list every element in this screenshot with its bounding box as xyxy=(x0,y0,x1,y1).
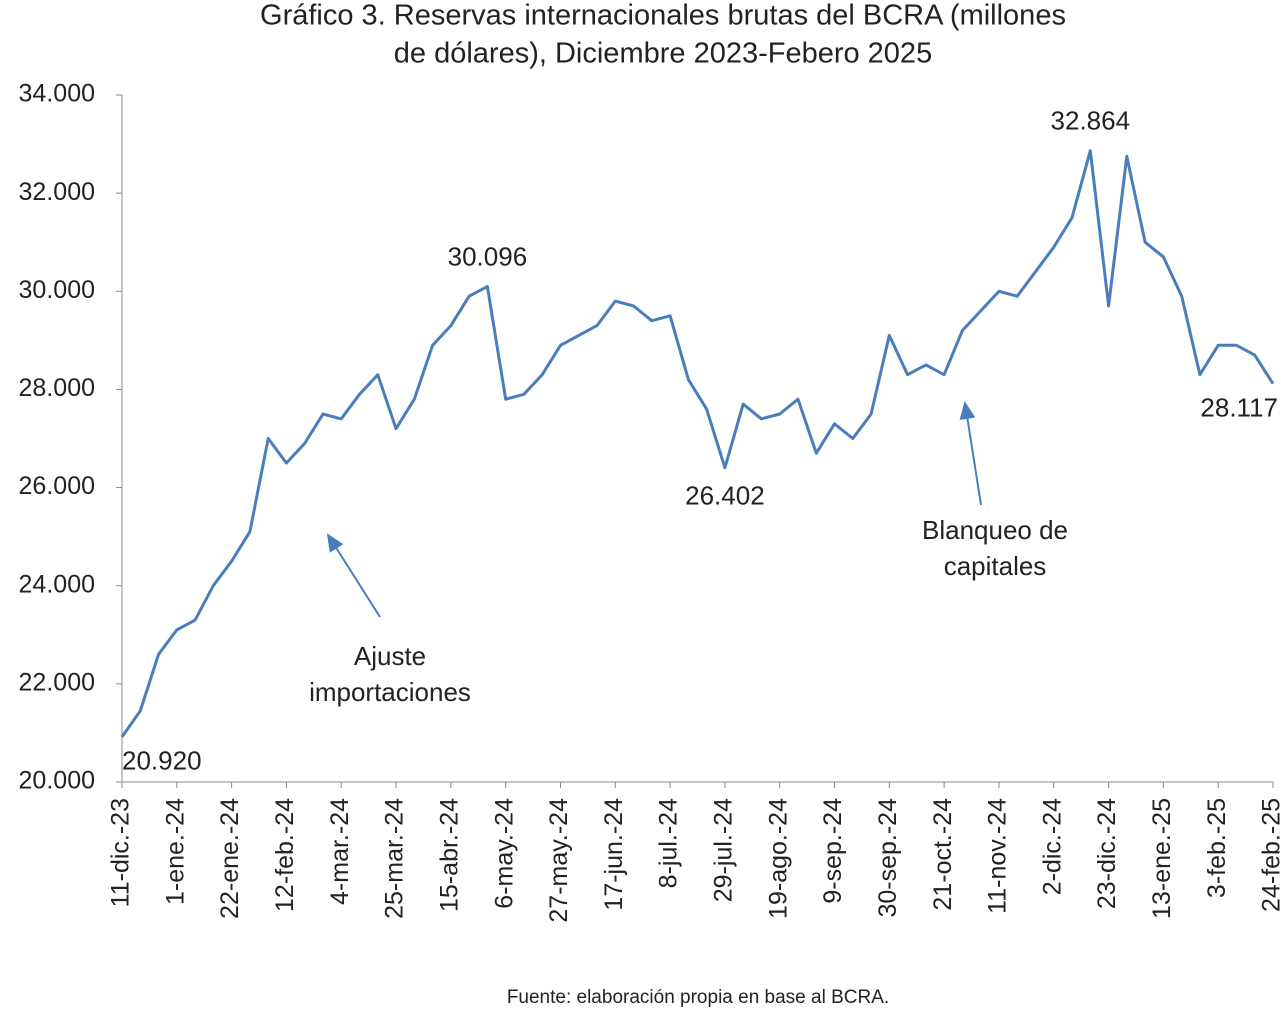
x-tick-label: 30-sep.-24 xyxy=(874,798,902,918)
x-tick-label: 13-ene.-25 xyxy=(1148,798,1176,919)
x-tick-label: 11-dic.-23 xyxy=(107,798,135,907)
source: Fuente: elaboración propia en base al BC… xyxy=(507,987,889,1008)
line xyxy=(120,149,1275,738)
chart-title: Gráfico 3. Reservas internacionales brut… xyxy=(260,0,1066,32)
y-tick-label: 24.000 xyxy=(19,570,95,598)
annotation-arrow xyxy=(326,533,381,618)
chart-subtitle: de dólares), Diciembre 2023-Febero 2025 xyxy=(394,38,932,70)
x-tick-label: 22-ene.-24 xyxy=(216,798,244,919)
x-tick-label: 29-jul.-24 xyxy=(710,798,738,902)
data-label: 28.117 xyxy=(1200,393,1278,423)
x-tick-label: 25-mar.-24 xyxy=(381,798,409,919)
data-label: 26.402 xyxy=(685,481,765,511)
x-tick-label: 3-feb.-25 xyxy=(1203,798,1231,898)
x-tick-label: 23-dic.-24 xyxy=(1093,798,1121,909)
x-tick-label: 15-abr.-24 xyxy=(435,798,463,912)
y-tick-label: 22.000 xyxy=(19,668,95,696)
x-tick-label: 24-feb.-25 xyxy=(1258,798,1281,912)
data-label: 30.096 xyxy=(448,241,528,271)
x-tick-label: 6-may.-24 xyxy=(490,798,518,909)
annotation: Ajuste xyxy=(354,641,426,671)
x-tick-label: 8-jul.-24 xyxy=(655,798,683,888)
data-label: 32.864 xyxy=(1051,106,1131,136)
x-tick-label: 1-ene.-24 xyxy=(161,798,189,905)
y-tick-label: 30.000 xyxy=(19,276,95,304)
y-tick-label: 34.000 xyxy=(19,80,95,108)
annotation: capitales xyxy=(944,551,1047,581)
y-tick-label: 26.000 xyxy=(19,472,95,500)
x-tick-label: 11-nov.-24 xyxy=(984,798,1012,914)
x-tick-label: 21-oct.-24 xyxy=(929,798,957,911)
x-tick-label: 4-mar.-24 xyxy=(326,798,354,905)
x-tick-label: 27-may.-24 xyxy=(545,798,573,923)
x-tick-label: 12-feb.-24 xyxy=(271,798,299,912)
y-tick-label: 20.000 xyxy=(19,767,95,795)
data-label: 20.920 xyxy=(122,746,202,776)
x-tick-label: 19-ago.-24 xyxy=(764,798,792,919)
annotation: importaciones xyxy=(309,677,471,707)
annotation-arrow xyxy=(959,401,982,506)
x-tick-label: 2-dic.-24 xyxy=(1038,798,1066,895)
y-tick-label: 28.000 xyxy=(19,374,95,402)
x-tick-label: 17-jun.-24 xyxy=(600,798,628,911)
x-tick-label: 9-sep.-24 xyxy=(819,798,847,904)
y-tick-label: 32.000 xyxy=(19,178,95,206)
annotation: Blanqueo de xyxy=(922,515,1068,545)
